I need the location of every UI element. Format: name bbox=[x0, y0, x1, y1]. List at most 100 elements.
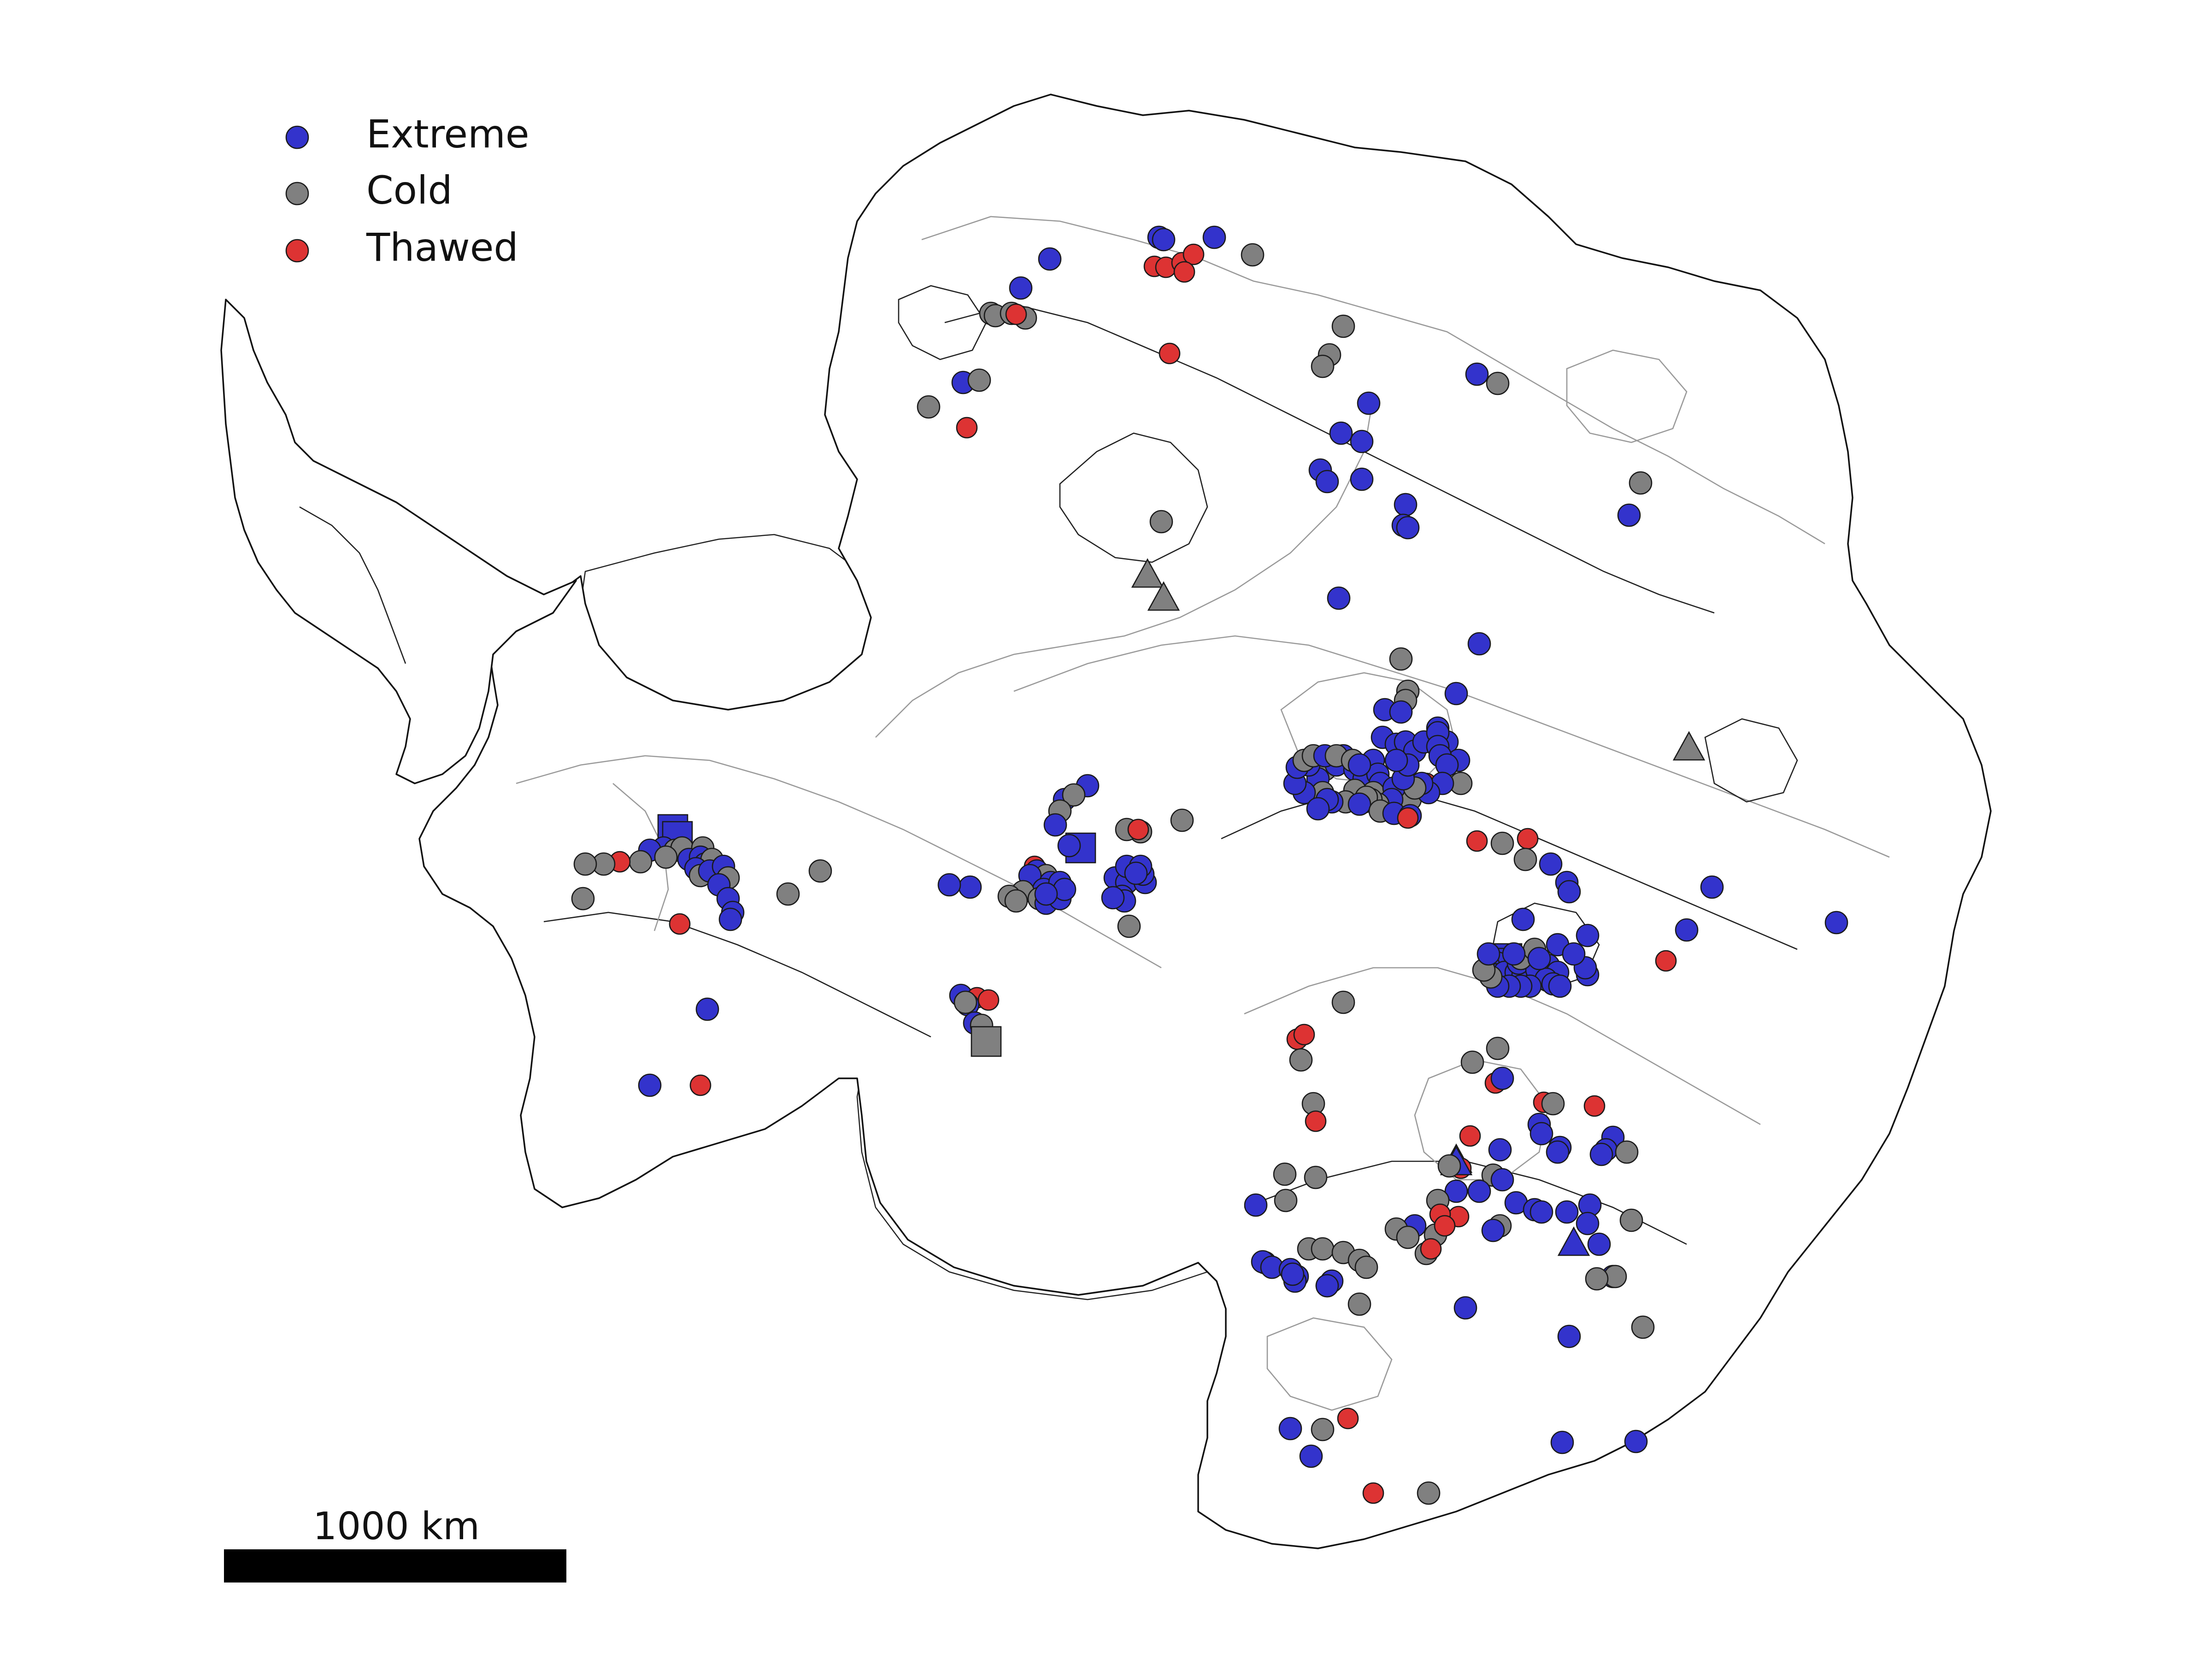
legend-marker-cold bbox=[285, 182, 309, 206]
contour-line bbox=[898, 285, 987, 360]
contour-line bbox=[1059, 432, 1208, 563]
site-marker-extreme bbox=[1557, 880, 1581, 904]
site-marker-thawed bbox=[956, 417, 978, 439]
site-marker-extreme bbox=[1555, 1200, 1579, 1224]
site-marker-extreme bbox=[1043, 813, 1067, 837]
site-marker-thawed bbox=[1337, 1407, 1359, 1430]
scale-bar-label: 1000 km bbox=[313, 1505, 480, 1548]
site-marker-extreme bbox=[718, 907, 742, 931]
grounded-ice bbox=[220, 94, 1992, 1549]
site-marker-extreme bbox=[1347, 792, 1371, 816]
contour-line bbox=[1414, 1059, 1549, 1181]
site-marker-cold bbox=[1486, 1036, 1510, 1060]
site-marker-cold bbox=[1486, 371, 1510, 395]
site-marker-cold bbox=[1311, 354, 1335, 378]
site-marker-extreme bbox=[1299, 1444, 1323, 1468]
site-marker-cold bbox=[1149, 510, 1173, 534]
site-marker-thawed bbox=[1362, 1482, 1384, 1504]
site-marker-cold bbox=[1619, 1208, 1643, 1232]
site-marker-extreme bbox=[1389, 700, 1413, 724]
site-marker-cold bbox=[1460, 1050, 1484, 1074]
site-marker-cold bbox=[1170, 808, 1194, 832]
site-marker-extreme bbox=[1490, 1066, 1514, 1090]
site-marker-thawed bbox=[1305, 1110, 1327, 1132]
site-marker-cold bbox=[1304, 1165, 1328, 1189]
site-marker-cold bbox=[1585, 1267, 1609, 1291]
site-marker-extreme bbox=[1562, 942, 1586, 966]
site-marker-cold bbox=[1117, 914, 1141, 938]
site-marker-thawed bbox=[1005, 303, 1027, 325]
site-marker-extreme bbox=[1539, 852, 1563, 876]
site-marker-extreme bbox=[1467, 632, 1491, 656]
site-marker-cold bbox=[1004, 889, 1028, 913]
site-marker-extreme bbox=[1327, 586, 1351, 610]
site-marker-extreme bbox=[1009, 276, 1033, 300]
antarctic-peninsula bbox=[220, 299, 577, 784]
antarctic-mainland bbox=[418, 94, 1992, 1549]
site-marker-extreme bbox=[1384, 748, 1408, 772]
site-marker-extreme bbox=[1488, 1138, 1512, 1162]
site-marker-extreme bbox=[1624, 1430, 1648, 1453]
site-marker-cold bbox=[1331, 990, 1355, 1014]
site-marker-cold bbox=[1311, 1237, 1335, 1261]
site-marker-thawed bbox=[1293, 1024, 1315, 1046]
site-marker-extreme bbox=[1589, 1142, 1613, 1166]
site-marker-extreme bbox=[1576, 924, 1600, 947]
site-marker-cold bbox=[571, 887, 595, 911]
site-marker-extreme bbox=[1550, 1430, 1574, 1454]
site-marker-extreme bbox=[1465, 362, 1489, 386]
site-marker-cold bbox=[953, 990, 977, 1014]
site-marker-thawed bbox=[1583, 1095, 1606, 1117]
site-marker-extreme bbox=[1477, 942, 1500, 966]
site-marker-extreme bbox=[1278, 1417, 1302, 1441]
site-marker-extreme bbox=[1444, 682, 1468, 706]
site-marker-extreme bbox=[1244, 1193, 1268, 1217]
site-marker-thawed bbox=[1173, 261, 1195, 283]
site-marker-extreme bbox=[1548, 974, 1572, 998]
site-marker-extreme bbox=[1057, 834, 1081, 858]
contour-line bbox=[543, 912, 931, 1038]
site-marker-thawed bbox=[689, 1074, 712, 1096]
site-marker-extreme bbox=[695, 997, 719, 1021]
legend-marker-extreme bbox=[285, 125, 309, 149]
site-marker-cold bbox=[1274, 1188, 1298, 1212]
site-marker-extreme bbox=[1038, 247, 1062, 271]
site-marker-extreme bbox=[1306, 797, 1330, 821]
site-marker-cold bbox=[1331, 314, 1355, 338]
site-marker-cold bbox=[1490, 831, 1514, 855]
site-marker-cold bbox=[1241, 243, 1265, 267]
site-marker-cold bbox=[1417, 1481, 1441, 1505]
legend-label-thawed: Thawed bbox=[366, 225, 518, 270]
study-sites bbox=[571, 225, 1848, 1505]
site-marker-extreme bbox=[1329, 421, 1353, 445]
legend: Extreme Cold Thawed bbox=[285, 112, 529, 270]
contour-line bbox=[1566, 349, 1688, 443]
site-marker-thawed bbox=[1397, 807, 1419, 829]
site-marker-extreme bbox=[1396, 516, 1420, 540]
contour-line bbox=[1704, 718, 1798, 803]
site-marker-thawed bbox=[977, 989, 1000, 1011]
site-marker-cold bbox=[1273, 1162, 1297, 1186]
site-marker-extreme bbox=[1152, 228, 1176, 252]
site-marker-cold bbox=[629, 850, 653, 874]
site-marker-extreme bbox=[1511, 907, 1535, 931]
legend-label-extreme: Extreme bbox=[366, 112, 529, 157]
site-marker-cold bbox=[654, 845, 678, 869]
site-marker-extreme bbox=[1481, 1218, 1505, 1242]
site-marker-cold bbox=[1062, 783, 1086, 807]
site-marker-thawed bbox=[1466, 830, 1488, 852]
site-marker-extreme bbox=[1675, 918, 1699, 942]
site-marker-extreme bbox=[1700, 875, 1724, 899]
site-marker-cold bbox=[1289, 1048, 1313, 1072]
site-marker-extreme bbox=[1124, 861, 1148, 885]
site-marker-extreme bbox=[1347, 753, 1371, 777]
legend-label-cold: Cold bbox=[366, 168, 453, 213]
site-marker-cold-square bbox=[971, 1026, 1002, 1057]
site-marker-extreme bbox=[1315, 470, 1339, 494]
site-marker-cold bbox=[808, 859, 832, 883]
site-marker-extreme-triangle bbox=[1557, 1226, 1590, 1256]
site-marker-thawed bbox=[1159, 342, 1181, 365]
site-marker-cold-triangle bbox=[1131, 558, 1164, 588]
contour-line bbox=[299, 506, 406, 664]
